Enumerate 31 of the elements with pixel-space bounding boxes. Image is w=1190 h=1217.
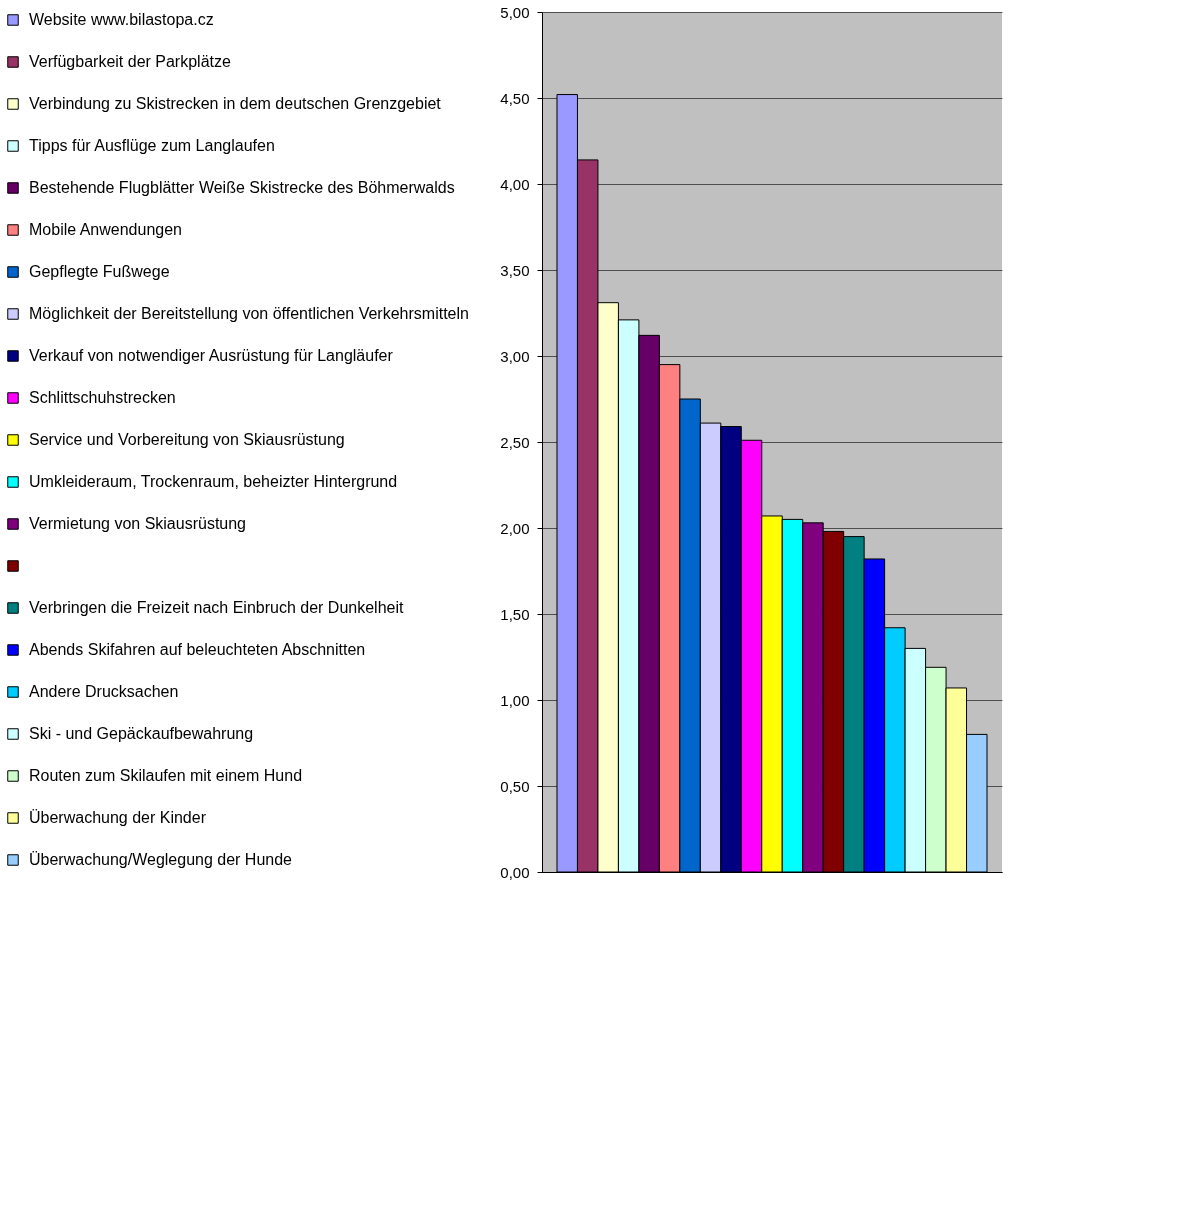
legend-label: Möglichkeit der Bereitstellung von öffentlichen Verkehrsmitteln bbox=[29, 305, 469, 322]
legend-label: Ski - und Gepäckaufbewahrung bbox=[29, 725, 254, 742]
y-tick-label: 3,00 bbox=[500, 347, 530, 365]
legend-label: Verbringen die Freizeit nach Einbruch der Dunkelheit bbox=[29, 599, 404, 616]
y-tick-label: 1,00 bbox=[500, 691, 530, 709]
legend-label: Gepflegte Fußwege bbox=[29, 263, 170, 280]
legend-label: Umkleideraum, Trockenraum, beheizter Hintergrund bbox=[29, 473, 398, 490]
legend-label: Überwachung der Kinder bbox=[29, 809, 207, 826]
y-tick-label: 5,00 bbox=[500, 3, 530, 21]
y-tick-label: 1,50 bbox=[500, 605, 530, 623]
y-tick-label: 2,00 bbox=[500, 519, 530, 537]
legend-label: Andere Drucksachen bbox=[29, 683, 179, 700]
legend-label: Verkauf von notwendiger Ausrüstung für Langläufer bbox=[29, 347, 394, 364]
y-tick-label: 0,00 bbox=[500, 863, 530, 881]
y-tick-label: 4,50 bbox=[500, 89, 530, 107]
legend-label: Mobile Anwendungen bbox=[29, 221, 183, 238]
y-tick-label: 0,50 bbox=[500, 777, 530, 795]
legend-label: Routen zum Skilaufen mit einem Hund bbox=[29, 767, 303, 784]
y-tick-label: 4,00 bbox=[500, 175, 530, 193]
legend-label: Schlittschuhstrecken bbox=[29, 389, 176, 406]
y-tick-label: 2,50 bbox=[500, 433, 530, 451]
legend-label: Vermietung von Skiausrüstung bbox=[29, 515, 247, 532]
legend-label: Verbindung zu Skistrecken in dem deutschen Grenzgebiet bbox=[29, 95, 442, 112]
legend-label: Bestehende Flugblätter Weiße Skistrecke des Böhmerwalds bbox=[29, 179, 455, 196]
legend-label: Abends Skifahren auf beleuchteten Abschnitten bbox=[29, 641, 366, 658]
legend-label: Website www.bilastopa.cz bbox=[29, 11, 214, 28]
legend-label: Überwachung/Weglegung der Hunde bbox=[29, 851, 293, 868]
legend-label: Verfügbarkeit der Parkplätze bbox=[29, 53, 231, 70]
legend-label: Service und Vorbereitung von Skiausrüstung bbox=[29, 431, 345, 448]
y-tick-label: 3,50 bbox=[500, 261, 530, 279]
legend-label: Tipps für Ausflüge zum Langlaufen bbox=[29, 137, 275, 154]
